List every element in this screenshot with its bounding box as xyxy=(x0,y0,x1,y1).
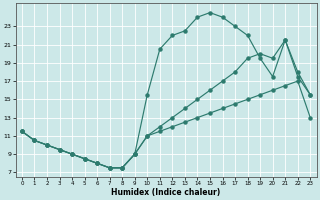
X-axis label: Humidex (Indice chaleur): Humidex (Indice chaleur) xyxy=(111,188,221,197)
